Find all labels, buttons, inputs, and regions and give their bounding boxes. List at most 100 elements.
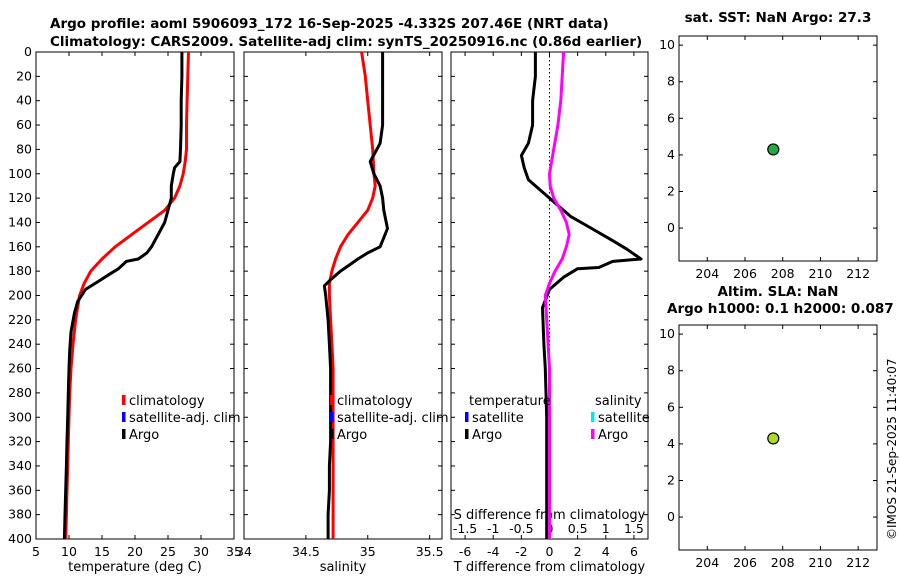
temperature-climatology-line [64,51,190,540]
legend-satellite-adj: satellite-adj. clim [337,411,449,426]
depth-tick-label: 120 [8,190,32,205]
depth-tick-label: 240 [8,336,32,351]
legend-satellite-adj-swatch [122,412,126,422]
x-tick-label: 35 [360,544,376,559]
legend-temp-satellite-swatch [465,412,469,422]
y-tick-label: 8 [667,363,675,378]
depth-tick-label: 160 [8,239,32,254]
x-tick-label: 35 [226,544,242,559]
legend-sal-argo-swatch [591,429,595,439]
x-tick-label: 10 [61,544,77,559]
depth-tick-label: 220 [8,312,32,327]
x-tick-label: 208 [771,266,795,281]
legend-salinity-title: salinity [595,394,642,409]
salinity-axes [243,51,443,540]
depth-tick-label: 340 [8,458,32,473]
y-tick-label: 2 [667,472,675,487]
depth-tick-label: 320 [8,434,32,449]
x-tick-label: 5 [32,544,40,559]
legend-temp-argo-swatch [465,429,469,439]
depth-tick-label: 260 [8,361,32,376]
figure-title-line2: Climatology: CARS2009. Satellite-adj cli… [50,34,642,50]
s-diff-tick-label: 0.5 [568,521,588,536]
depth-tick-label: 200 [8,288,32,303]
depth-tick-label: 0 [24,44,32,59]
x-tick-label: 210 [808,555,832,570]
legend-argo-swatch [122,429,126,439]
sla-argo-point [767,432,780,445]
sla-title: Argo h1000: 0.1 h2000: 0.087 [667,301,894,317]
x-tick-label: 35.5 [416,544,444,559]
x-tick-label: -2 [515,544,527,559]
legend-sal-satellite: satellite [598,411,650,426]
legend-sal-satellite-swatch [591,412,595,422]
salinity-argo-line [322,52,389,539]
s-diff-tick-label: -1.5 [453,521,477,536]
legend-temp-satellite: satellite [472,411,524,426]
y-tick-label: 4 [667,147,675,162]
legend-climatology-swatch [330,395,334,405]
imos-stamp: ©IMOS 21-Sep-2025 11:40:07 [885,358,899,540]
legend-climatology: climatology [129,394,205,409]
sst-argo-point [767,143,780,156]
x-tick-label: -6 [459,544,472,559]
s-diff-tick-label: 1.5 [624,521,644,536]
y-tick-label: 8 [667,74,675,89]
depth-tick-label: 20 [16,68,32,83]
sst-title: sat. SST: NaN Argo: 27.3 [685,10,872,26]
y-tick-label: 6 [667,110,675,125]
depth-tick-label: 140 [8,214,32,229]
t-difference-xlabel: T difference from climatology [453,560,646,575]
figure-title-line1: Argo profile: aoml 5906093_172 16-Sep-20… [50,16,609,32]
y-tick-label: 0 [667,220,675,235]
depth-tick-label: 40 [16,93,32,108]
x-tick-label: 6 [630,544,638,559]
x-tick-label: 30 [193,544,209,559]
y-tick-label: 0 [667,509,675,524]
depth-tick-label: 100 [8,166,32,181]
temperature-xlabel: temperature (deg C) [68,560,202,575]
salinity-xlabel: salinity [320,560,367,575]
depth-tick-label: 80 [16,141,32,156]
depth-tick-label: 180 [8,263,32,278]
x-tick-label: 206 [733,555,757,570]
x-tick-label: -4 [487,544,500,559]
x-tick-label: 2 [574,544,582,559]
legend-satellite-adj-swatch [330,412,334,422]
x-tick-label: 25 [160,544,176,559]
difference-salinity-argo-line [543,51,571,539]
depth-tick-label: 280 [8,385,32,400]
x-tick-label: 208 [771,555,795,570]
sla-axes [678,324,878,551]
plots-layer: 0204060801001201401601802002202402602803… [8,10,894,575]
difference-temperature-argo-line [519,52,643,539]
x-tick-label: 210 [808,266,832,281]
x-tick-label: 4 [602,544,610,559]
y-tick-label: 2 [667,183,675,198]
legend-satellite-adj: satellite-adj. clim [129,411,241,426]
x-tick-label: 212 [846,555,870,570]
y-tick-label: 10 [659,326,675,341]
x-tick-label: 204 [695,555,719,570]
depth-tick-label: 60 [16,117,32,132]
sst-axes [678,35,878,262]
salinity-climatology-line [327,51,377,539]
legend-climatology: climatology [337,394,413,409]
x-tick-label: 212 [846,266,870,281]
legend-climatology-swatch [122,395,126,405]
x-tick-label: 34 [236,544,252,559]
legend-sal-argo: Argo [598,428,628,443]
depth-tick-label: 360 [8,482,32,497]
s-diff-tick-label: 1 [602,521,610,536]
depth-tick-label: 380 [8,507,32,522]
sla-title: Altim. SLA: NaN [718,284,839,300]
legend-temperature-title: temperature [469,394,551,409]
x-tick-label: 15 [94,544,110,559]
x-tick-label: 204 [695,266,719,281]
y-tick-label: 6 [667,399,675,414]
x-tick-label: 34.5 [292,544,320,559]
s-diff-tick-label: -1 [487,521,499,536]
legend-temp-argo: Argo [472,428,502,443]
legend-argo: Argo [337,428,367,443]
